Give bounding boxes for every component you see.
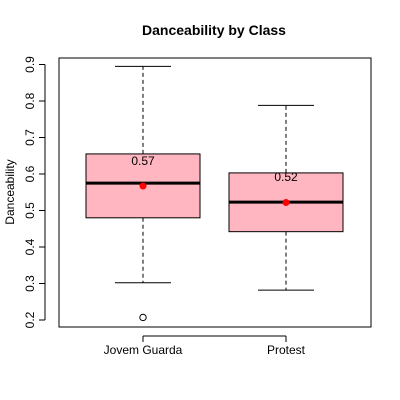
mean-label: 0.57 [131,154,155,168]
plot-frame [58,57,372,328]
x-tick-label: Jovem Guarda [104,343,183,357]
y-tick-label: 0.8 [23,92,37,109]
x-tick-label: Protest [267,343,306,357]
mean-label: 0.52 [274,170,298,184]
y-tick-label: 0.4 [23,238,37,255]
mean-point [139,182,147,190]
outlier-point [139,313,147,322]
chart-title: Danceability by Class [142,22,286,38]
y-tick-label: 0.9 [23,56,37,73]
boxplots: 0.57 0.52 [85,65,344,322]
y-axis-label: Danceability [3,159,17,224]
y-tick-label: 0.6 [23,165,37,182]
boxplot-protest: 0.52 [228,104,344,291]
y-axis: 0.2 0.3 0.4 0.5 0.6 0.7 0.8 0.9 [23,56,46,328]
y-tick-label: 0.2 [23,311,37,328]
mean-point [282,198,290,206]
y-tick-label: 0.7 [23,129,37,146]
boxplot-jovem-guarda: 0.57 [85,65,201,322]
y-tick-label: 0.3 [23,275,37,292]
y-tick-label: 0.5 [23,202,37,219]
x-axis: Jovem Guarda Protest [104,335,306,357]
